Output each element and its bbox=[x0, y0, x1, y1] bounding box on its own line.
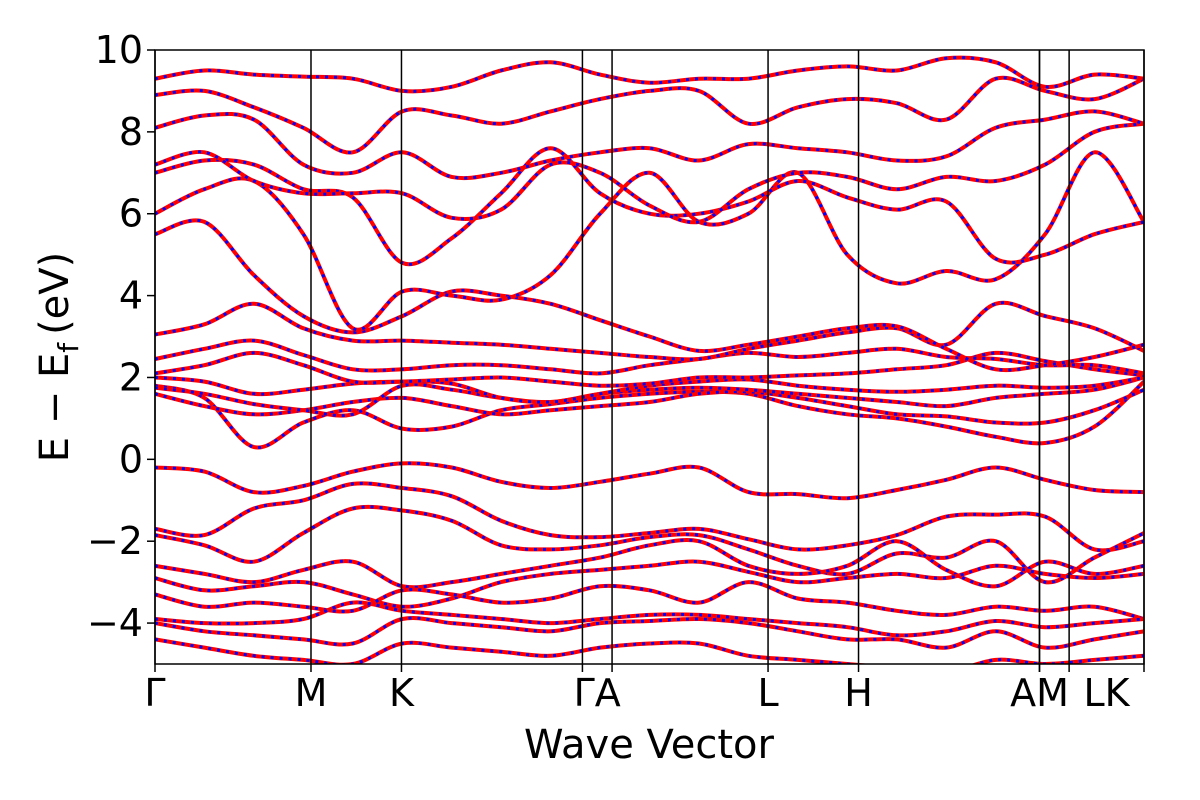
band-line-dft bbox=[155, 121, 1144, 225]
kpoint-label: LK bbox=[1084, 671, 1131, 715]
band-line-dft bbox=[155, 350, 1144, 388]
y-tick-label: 0 bbox=[119, 437, 143, 481]
x-axis-label: Wave Vector bbox=[524, 722, 775, 768]
bands-layer bbox=[155, 55, 1144, 664]
kpoint-label: AM bbox=[1010, 671, 1069, 715]
band-line-model bbox=[155, 109, 1144, 180]
y-tick-label: −2 bbox=[87, 519, 143, 563]
y-axis-label-sub: f bbox=[52, 342, 85, 353]
band-line-model bbox=[155, 146, 1144, 266]
y-axis-label-unit: (eV) bbox=[32, 252, 78, 335]
band-line-model bbox=[155, 600, 1144, 637]
kpoint-label: ΓA bbox=[574, 671, 621, 715]
kpoint-label: L bbox=[757, 671, 778, 715]
band-line-model bbox=[155, 76, 1144, 154]
x-axis-ticks: Γ M K ΓA L H AM LK bbox=[144, 664, 1145, 715]
band-line-model bbox=[155, 616, 1144, 650]
band-line-dft bbox=[155, 338, 1144, 376]
band-line-dft bbox=[155, 387, 1144, 426]
band-line-dft bbox=[155, 300, 1144, 362]
y-tick-label: −4 bbox=[87, 601, 143, 645]
band-line-dft bbox=[155, 109, 1144, 181]
y-tick-label: 2 bbox=[119, 355, 143, 399]
y-tick-label: 10 bbox=[95, 28, 143, 72]
band-line-model bbox=[155, 56, 1144, 93]
kpoint-label: M bbox=[295, 671, 328, 715]
y-tick-label: 6 bbox=[119, 192, 143, 236]
kpoint-label: K bbox=[389, 671, 415, 715]
y-axis-label-main: E − E bbox=[32, 353, 78, 463]
band-line-model bbox=[155, 580, 1144, 621]
band-line-dft bbox=[155, 637, 1144, 664]
y-axis-ticks: −4 −2 0 2 4 6 8 10 bbox=[87, 28, 155, 645]
band-line-model bbox=[155, 218, 1144, 372]
y-tick-label: 4 bbox=[119, 274, 143, 318]
plot-frame bbox=[154, 49, 1145, 665]
band-line-dft bbox=[155, 75, 1144, 155]
band-line-model bbox=[155, 376, 1144, 418]
y-axis-label: E − Ef (eV) bbox=[32, 252, 85, 463]
band-line-model bbox=[155, 376, 1144, 404]
band-line-dft bbox=[155, 504, 1144, 585]
band-line-model bbox=[155, 461, 1144, 500]
band-line-model bbox=[155, 380, 1144, 449]
band-line-model bbox=[155, 150, 1144, 332]
band-line-dft bbox=[155, 55, 1144, 94]
kpoint-label: H bbox=[844, 671, 873, 715]
band-line-model bbox=[155, 637, 1144, 664]
y-tick-label: 8 bbox=[119, 110, 143, 154]
band-line-model bbox=[155, 560, 1144, 609]
band-line-dft bbox=[155, 218, 1144, 373]
kpoint-label: Γ bbox=[144, 671, 165, 715]
band-line-model bbox=[155, 481, 1144, 552]
band-line-dft bbox=[155, 461, 1144, 501]
band-line-model bbox=[155, 538, 1144, 589]
